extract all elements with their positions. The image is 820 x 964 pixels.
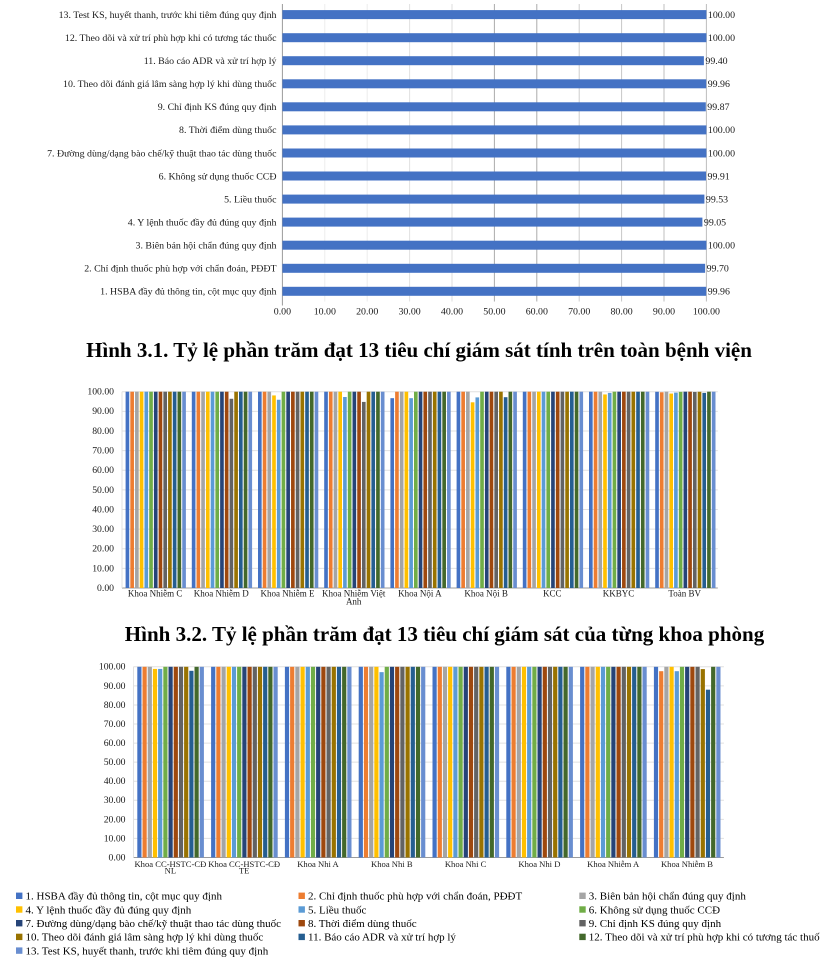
svg-text:100.00: 100.00 [708,148,735,159]
svg-text:7. Đường dùng/dạng bào chế/kỹ: 7. Đường dùng/dạng bào chế/kỹ thuật thao… [26,918,282,930]
svg-text:99.53: 99.53 [706,194,728,205]
svg-text:50.00: 50.00 [92,485,114,496]
svg-text:20.00: 20.00 [356,307,378,318]
svg-text:60.00: 60.00 [104,738,126,749]
svg-text:5. Liều thuốc: 5. Liều thuốc [308,904,366,916]
svg-text:KCC: KCC [543,589,562,599]
svg-text:100.00: 100.00 [99,662,126,673]
svg-text:60.00: 60.00 [526,307,548,318]
svg-text:100.00: 100.00 [708,33,735,44]
svg-text:99.91: 99.91 [708,171,730,182]
svg-text:13. Test KS, huyết thanh, trướ: 13. Test KS, huyết thanh, trước khi tiêm… [59,10,277,21]
svg-text:10. Theo dõi đánh giá lâm sàng: 10. Theo dõi đánh giá lâm sàng hợp lý kh… [63,79,277,90]
svg-text:12. Theo dõi và xử trí phù hợp: 12. Theo dõi và xử trí phù hợp khi có tư… [589,932,820,944]
svg-text:90.00: 90.00 [653,307,675,318]
svg-text:80.00: 80.00 [104,700,126,711]
svg-text:Khoa Nội B: Khoa Nội B [464,589,508,599]
svg-text:Khoa Nhiễm C: Khoa Nhiễm C [128,589,183,599]
svg-text:40.00: 40.00 [104,776,126,787]
svg-text:100.00: 100.00 [708,10,735,21]
svg-text:0.00: 0.00 [109,852,126,863]
svg-text:3. Biên bản hội chẩn đúng quy: 3. Biên bản hội chẩn đúng quy định [136,241,277,252]
svg-text:Anh: Anh [346,597,362,607]
svg-text:10. Theo dõi đánh giá lâm sàng: 10. Theo dõi đánh giá lâm sàng hợp lý kh… [26,932,264,944]
svg-text:Hình 3.2. Tỷ lệ phần trăm đạt: Hình 3.2. Tỷ lệ phần trăm đạt 13 tiêu ch… [125,622,765,646]
svg-text:99.70: 99.70 [707,264,729,275]
svg-text:13. Test KS, huyết thanh, trướ: 13. Test KS, huyết thanh, trước khi tiêm… [26,945,269,957]
svg-text:40.00: 40.00 [441,307,463,318]
svg-text:10.00: 10.00 [92,563,114,574]
svg-text:70.00: 70.00 [104,719,126,730]
svg-text:1. HSBA đầy đủ thông tin, cột: 1. HSBA đầy đủ thông tin, cột mục quy đị… [100,287,276,298]
svg-text:99.05: 99.05 [704,217,726,228]
svg-text:Khoa Nhi D: Khoa Nhi D [518,859,560,869]
svg-text:Khoa Nhi C: Khoa Nhi C [445,859,487,869]
svg-text:100.00: 100.00 [693,307,720,318]
svg-text:30.00: 30.00 [398,307,420,318]
svg-text:Khoa Nhi A: Khoa Nhi A [297,859,339,869]
svg-text:70.00: 70.00 [568,307,590,318]
svg-text:80.00: 80.00 [610,307,632,318]
svg-text:60.00: 60.00 [92,465,114,476]
svg-text:1. HSBA đầy đủ thông tin, cột: 1. HSBA đầy đủ thông tin, cột mục quy đị… [26,891,223,903]
svg-text:NL: NL [165,866,176,876]
svg-text:8. Thời điểm dùng thuốc: 8. Thời điểm dùng thuốc [179,125,277,136]
svg-text:KKBYC: KKBYC [603,589,635,599]
svg-text:12. Theo dõi và xử trí phù hợp: 12. Theo dõi và xử trí phù hợp khi có tư… [65,33,277,44]
svg-text:6. Không sử dụng thuốc CCĐ: 6. Không sử dụng thuốc CCĐ [159,171,277,182]
svg-text:6. Không sử dụng thuốc CCĐ: 6. Không sử dụng thuốc CCĐ [589,904,720,916]
svg-text:50.00: 50.00 [483,307,505,318]
svg-text:20.00: 20.00 [92,544,114,555]
svg-text:2. Chỉ định thuốc phù hợp với: 2. Chỉ định thuốc phù hợp với chẩn đoán,… [308,891,522,903]
svg-text:Khoa Nhiễm A: Khoa Nhiễm A [587,859,640,869]
svg-text:99.87: 99.87 [707,102,729,113]
svg-text:0.00: 0.00 [274,307,291,318]
svg-text:4. Y lệnh thuốc đầy đủ đúng qu: 4. Y lệnh thuốc đầy đủ đúng quy định [26,904,192,916]
svg-text:99.96: 99.96 [708,287,730,298]
svg-text:2. Chỉ định thuốc phù hợp với: 2. Chỉ định thuốc phù hợp với chẩn đoán,… [84,264,276,275]
svg-text:30.00: 30.00 [92,524,114,535]
svg-text:0.00: 0.00 [97,583,114,594]
svg-text:100.00: 100.00 [708,125,735,136]
svg-text:99.96: 99.96 [708,79,730,90]
svg-text:7. Đường dùng/dạng bào chế/kỹ: 7. Đường dùng/dạng bào chế/kỹ thuật thao… [47,148,277,159]
svg-text:3. Biên bản hội chẩn đúng quy: 3. Biên bản hội chẩn đúng quy định [589,891,747,903]
svg-text:10.00: 10.00 [314,307,336,318]
svg-text:Khoa CC-HSTC-CĐ: Khoa CC-HSTC-CĐ [208,859,280,869]
svg-text:9. Chỉ định KS đúng quy định: 9. Chỉ định KS đúng quy định [589,918,722,930]
svg-text:Toàn BV: Toàn BV [668,589,701,599]
svg-text:40.00: 40.00 [92,504,114,515]
svg-text:8. Thời điểm dùng thuốc: 8. Thời điểm dùng thuốc [308,918,417,930]
svg-text:9. Chỉ định KS đúng quy định: 9. Chỉ định KS đúng quy định [158,102,277,113]
svg-text:Khoa Nhi B: Khoa Nhi B [371,859,413,869]
svg-text:Khoa Nhiễm D: Khoa Nhiễm D [194,589,249,599]
svg-text:99.40: 99.40 [705,56,727,67]
svg-text:80.00: 80.00 [92,426,114,437]
svg-text:90.00: 90.00 [92,406,114,417]
svg-text:Khoa Nhiễm B: Khoa Nhiễm B [661,859,713,869]
svg-text:100.00: 100.00 [87,387,114,398]
svg-text:Khoa Nội A: Khoa Nội A [398,589,442,599]
svg-text:11. Báo cáo ADR và xử trí hợp: 11. Báo cáo ADR và xử trí hợp lý [308,932,456,944]
svg-text:Khoa Nhiễm Việt: Khoa Nhiễm Việt [322,589,386,599]
svg-text:Khoa CC-HSTC-CĐ: Khoa CC-HSTC-CĐ [134,859,206,869]
svg-text:100.00: 100.00 [708,241,735,252]
svg-text:50.00: 50.00 [104,757,126,768]
svg-text:20.00: 20.00 [104,814,126,825]
svg-text:11. Báo cáo ADR và xử trí hợp: 11. Báo cáo ADR và xử trí hợp lý [144,56,277,67]
svg-text:TE: TE [239,866,250,876]
svg-text:90.00: 90.00 [104,681,126,692]
svg-text:70.00: 70.00 [92,445,114,456]
svg-text:Khoa Nhiễm E: Khoa Nhiễm E [261,589,315,599]
svg-text:Hình 3.1. Tỷ lệ phần trăm đạt: Hình 3.1. Tỷ lệ phần trăm đạt 13 tiêu ch… [86,338,752,362]
svg-text:4. Y lệnh thuốc đầy đủ đúng qu: 4. Y lệnh thuốc đầy đủ đúng quy định [128,217,277,228]
svg-text:5. Liều thuốc: 5. Liều thuốc [224,194,277,205]
svg-text:10.00: 10.00 [104,833,126,844]
svg-text:30.00: 30.00 [104,795,126,806]
